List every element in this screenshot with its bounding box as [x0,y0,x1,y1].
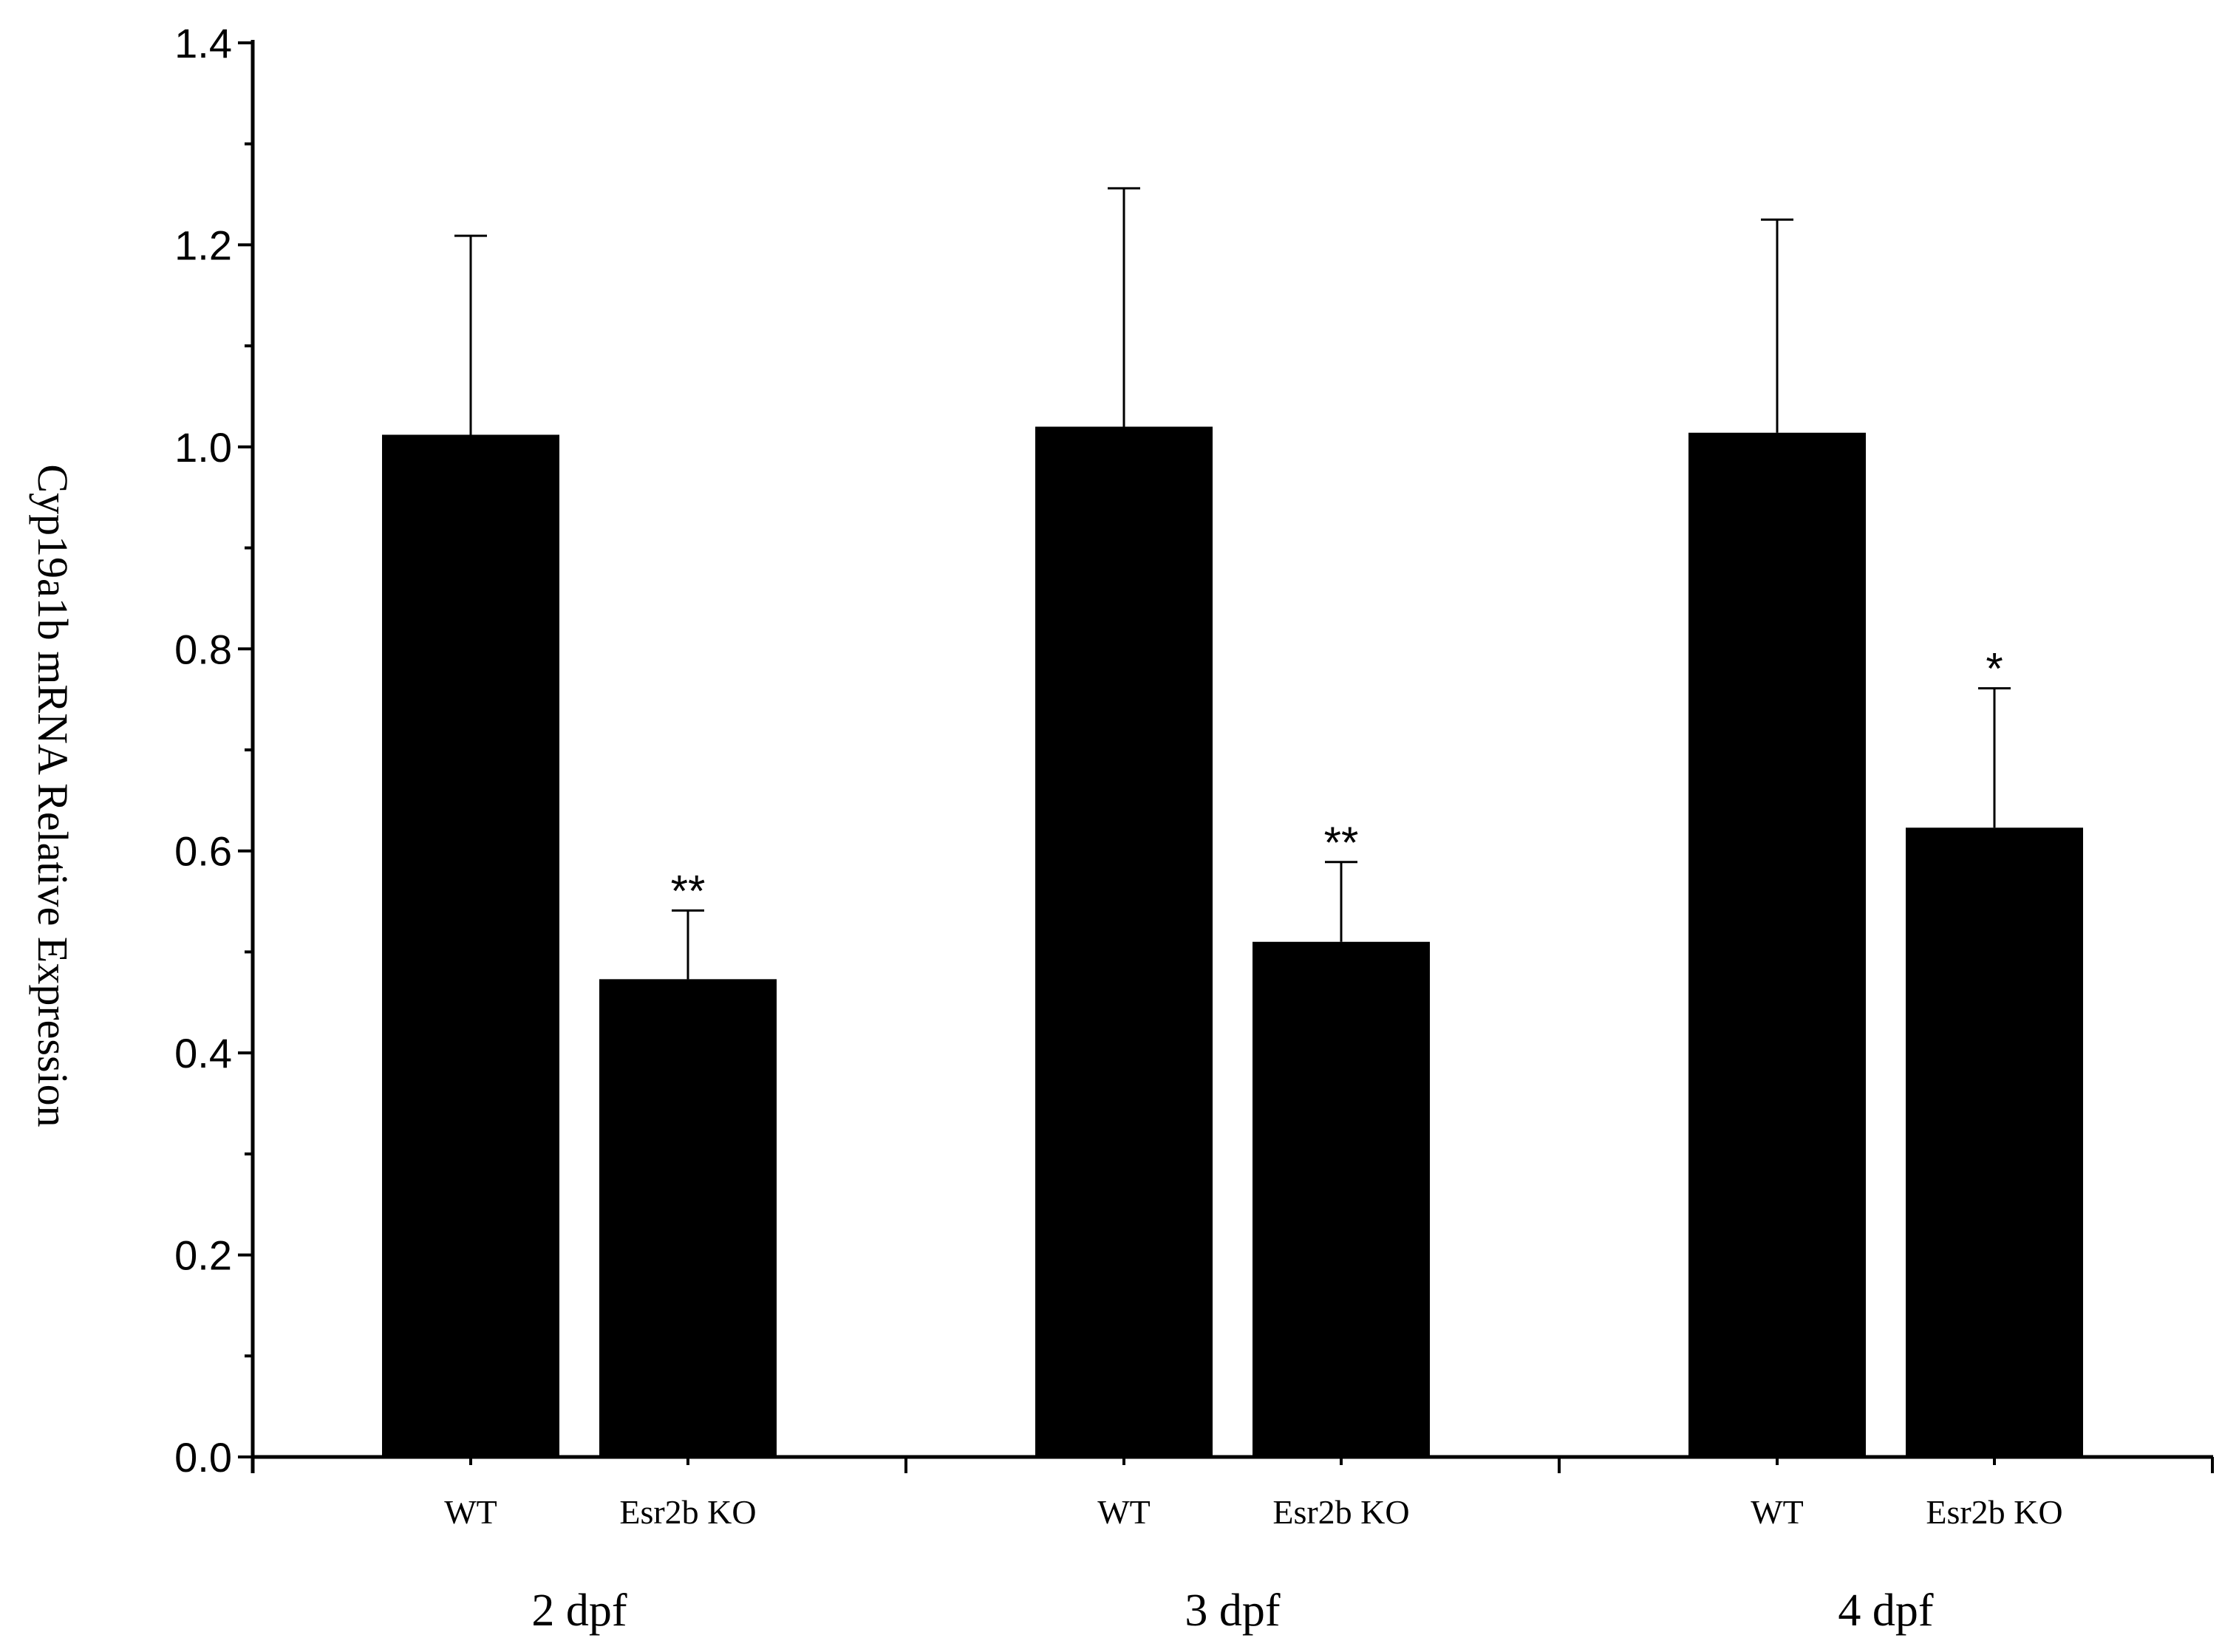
y-tick-label: 0.6 [174,828,232,875]
y-tick-label: 0.2 [174,1232,232,1279]
y-tick-label: 0.8 [174,626,232,672]
y-tick-label: 1.2 [174,222,232,268]
bar [382,434,559,1457]
y-tick-label: 0.0 [174,1434,232,1481]
significance-marker: ** [671,866,706,915]
x-group-label: 2 dpf [531,1586,627,1636]
x-category-label: WT [444,1493,497,1531]
x-category-label: Esr2b KO [1272,1493,1409,1531]
bar [1253,941,1430,1457]
x-group-label: 4 dpf [1838,1586,1934,1636]
bar [1688,432,1866,1457]
x-group-label: 3 dpf [1185,1586,1281,1636]
bar [1906,827,2083,1457]
y-axis-title: Cyp19a1b mRNA Relative Expression [29,464,77,1127]
x-category-label: Esr2b KO [1926,1493,2062,1531]
significance-marker: * [1986,644,2003,694]
bar [599,979,777,1457]
y-tick-label: 0.4 [174,1030,232,1076]
significance-marker: ** [1324,818,1359,867]
x-category-label: WT [1751,1493,1804,1531]
plot-area: 0.0 0.2 0.4 0.6 0.8 1.0 1.2 1.4 WT ** Esr2b KO 2 dp… [174,20,2214,1636]
bar [1035,426,1213,1457]
y-tick-label: 1.0 [174,424,232,471]
x-category-label: WT [1097,1493,1151,1531]
x-category-label: Esr2b KO [619,1493,756,1531]
y-tick-label: 1.4 [174,20,232,66]
